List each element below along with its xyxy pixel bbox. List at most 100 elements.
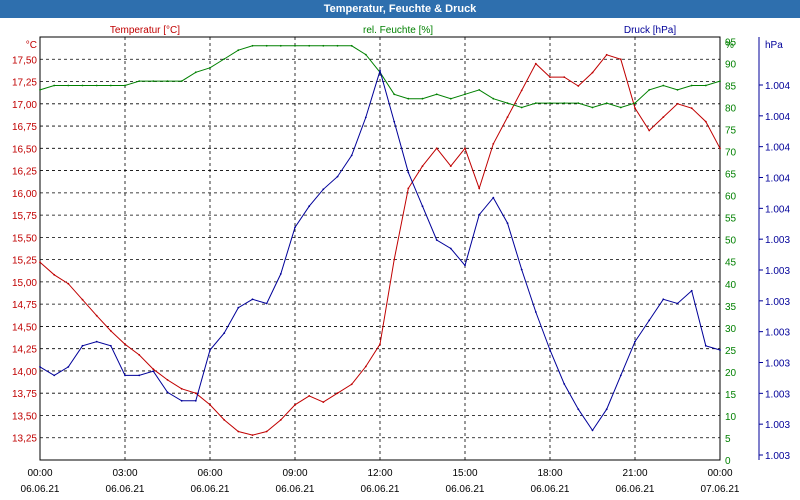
temperature-series-point — [95, 314, 98, 317]
temperature-series-point — [520, 89, 523, 92]
humidity-series-point — [407, 97, 410, 100]
temperature-series-point — [379, 343, 381, 346]
pressure-series-point — [449, 247, 452, 250]
pressure-series-point — [591, 429, 594, 432]
humidity-series-point — [393, 93, 396, 96]
humidity-series-point — [662, 84, 665, 87]
x-tick-time: 06:00 — [197, 468, 222, 479]
pressure-series-point — [393, 120, 396, 123]
pressure-series-point — [180, 399, 183, 402]
pressure-series-point — [379, 69, 381, 72]
humidity-tick-label: 50 — [725, 236, 737, 247]
temperature-series-point — [549, 76, 551, 78]
humidity-tick-label: 65 — [725, 170, 737, 181]
chart-title: Temperatur, Feuchte & Druck — [0, 0, 800, 18]
pressure-series-point — [605, 408, 608, 411]
pressure-series-point — [506, 222, 509, 225]
x-tick-date: 06.06.21 — [276, 484, 315, 495]
temperature-tick-label: 13,25 — [12, 434, 37, 445]
temperature-tick-label: 15,50 — [12, 233, 37, 244]
pressure-series-point — [279, 273, 282, 275]
humidity-tick-label: 20 — [725, 368, 737, 379]
humidity-series-point — [449, 97, 452, 100]
temperature-series-point — [294, 403, 296, 406]
x-tick-date: 06.06.21 — [361, 484, 400, 495]
humidity-tick-label: 90 — [725, 59, 737, 70]
temperature-tick-label: 17,00 — [12, 100, 37, 111]
x-tick-time: 00:00 — [27, 468, 52, 479]
pressure-series-point — [67, 366, 70, 368]
temperature-axis-label: Temperatur [°C] — [110, 25, 180, 36]
humidity-series-point — [435, 93, 438, 96]
temperature-series-point — [124, 343, 126, 346]
pressure-series-point — [619, 374, 622, 377]
pressure-series-point — [350, 154, 353, 157]
x-tick-time: 09:00 — [282, 468, 307, 479]
pressure-series-point — [690, 289, 693, 292]
humidity-tick-label: 25 — [725, 346, 737, 357]
humidity-series-point — [634, 102, 636, 104]
pressure-tick-label: 1.003 — [765, 266, 790, 277]
humidity-unit: % — [725, 40, 734, 51]
humidity-series-point — [251, 44, 254, 47]
temperature-tick-label: 14,75 — [12, 300, 37, 311]
humidity-series-point — [350, 44, 353, 47]
x-tick-date: 07.06.21 — [701, 484, 740, 495]
pressure-series-point — [478, 213, 481, 216]
pressure-series-point — [251, 298, 254, 301]
humidity-tick-label: 75 — [725, 126, 737, 137]
temperature-series-point — [704, 120, 707, 123]
x-tick-time: 00:00 — [707, 468, 732, 479]
pressure-tick-label: 1.003 — [765, 297, 790, 308]
pressure-series-point — [704, 344, 707, 347]
pressure-series-point — [464, 264, 466, 267]
pressure-series-point — [294, 226, 296, 229]
temperature-series-point — [279, 419, 282, 421]
pressure-series-point — [166, 391, 169, 394]
humidity-series-point — [648, 89, 651, 91]
pressure-axis-label: Druck [hPa] — [624, 25, 676, 36]
pressure-series-point — [152, 370, 155, 373]
pressure-series-point — [407, 171, 410, 174]
temperature-series-point — [67, 282, 70, 285]
humidity-tick-label: 30 — [725, 324, 737, 335]
x-tick-time: 21:00 — [622, 468, 647, 479]
humidity-tick-label: 0 — [725, 456, 731, 467]
temperature-series-point — [634, 107, 636, 110]
humidity-series-point — [109, 84, 112, 87]
temperature-tick-label: 13,75 — [12, 389, 37, 400]
temperature-series-point — [223, 419, 226, 421]
humidity-series-point — [719, 80, 721, 82]
humidity-tick-label: 5 — [725, 434, 731, 445]
humidity-series-point — [336, 44, 339, 47]
temperature-tick-label: 16,50 — [12, 144, 37, 155]
pressure-series-point — [719, 349, 721, 351]
humidity-series-point — [53, 84, 56, 87]
humidity-series-point — [364, 53, 367, 56]
humidity-series-point — [265, 44, 268, 47]
temperature-series-point — [421, 165, 424, 168]
temperature-series-point — [39, 261, 41, 264]
temperature-tick-label: 13,50 — [12, 411, 37, 422]
humidity-series-point — [95, 84, 98, 87]
temperature-series-point — [109, 330, 112, 332]
pressure-series-point — [364, 116, 367, 119]
humidity-series-point — [563, 102, 566, 104]
humidity-series-point — [180, 80, 183, 82]
pressure-series-point — [194, 399, 197, 402]
temperature-series-point — [336, 392, 339, 395]
pressure-series-point — [676, 302, 679, 305]
humidity-series-point — [194, 71, 197, 74]
humidity-series-point — [308, 44, 311, 47]
pressure-series-point — [435, 239, 438, 241]
pressure-series-point — [634, 340, 636, 343]
x-tick-date: 06.06.21 — [616, 484, 655, 495]
humidity-series-point — [322, 44, 325, 47]
pressure-tick-label: 1.003 — [765, 328, 790, 339]
temperature-tick-label: 17,25 — [12, 78, 37, 89]
humidity-series-point — [676, 89, 679, 91]
pressure-series-point — [520, 268, 523, 271]
humidity-tick-label: 40 — [725, 280, 737, 291]
humidity-series-point — [704, 84, 707, 87]
humidity-series-point — [152, 80, 155, 82]
